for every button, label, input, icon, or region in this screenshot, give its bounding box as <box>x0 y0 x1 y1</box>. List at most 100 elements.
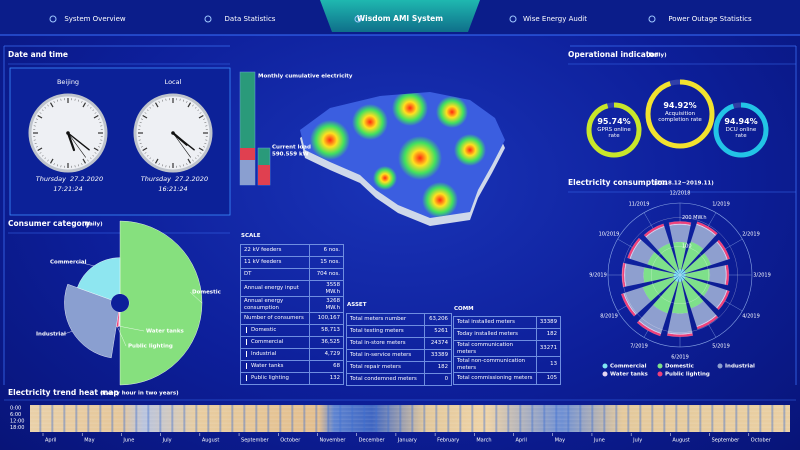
table-label: Total condemned meters <box>346 373 425 386</box>
clock-day: Thursday <box>141 175 171 183</box>
panel-title: Operational indicator <box>568 50 659 59</box>
table-row: DT 704 nos. <box>240 268 345 281</box>
data-table: Total installed meters 33389 Today install… <box>453 316 562 385</box>
pie-label: Domestic <box>192 290 221 296</box>
nav-tab[interactable]: System Overview <box>64 15 126 23</box>
clock-tick <box>78 164 80 167</box>
nav-icon <box>354 15 362 23</box>
polar-bar <box>623 286 652 315</box>
table-value: 105 <box>535 372 562 385</box>
clock-tick <box>93 147 99 152</box>
clock-tick <box>98 146 101 148</box>
polar-bar <box>666 333 694 338</box>
map-heat <box>300 92 505 218</box>
table-value: 68 <box>308 360 345 373</box>
polar-bar <box>690 300 717 327</box>
polar-bar <box>684 253 712 274</box>
clock-tick <box>44 106 47 109</box>
gauge-value: 95.74% <box>597 117 631 126</box>
polar-category: 2/2019 <box>742 232 760 238</box>
heat-blob <box>373 166 397 190</box>
clock-tick <box>34 121 37 123</box>
clock-date: 27.2.2020 <box>70 175 103 183</box>
polar-bar <box>716 289 728 309</box>
gauge-label: 95.74% GPRS online rate <box>593 117 635 140</box>
load-bar-seg <box>258 165 270 185</box>
clock-tick <box>89 157 92 160</box>
clock-tick <box>35 146 38 148</box>
clock-tick <box>158 163 160 166</box>
data-table: Total meters number 63,206 Total testing m… <box>346 313 453 386</box>
panel-title: Date and time <box>8 50 68 59</box>
gauge-arc <box>713 102 769 158</box>
gauge-name: Acquisition completion rate <box>658 110 702 124</box>
nav-tab[interactable]: Data Statistics <box>225 15 276 23</box>
table-label: Total communication meters <box>453 340 537 357</box>
table-value: 704 nos. <box>308 268 345 281</box>
clock-tick <box>37 114 43 119</box>
nav-tab[interactable]: Power Outage Statistics <box>668 15 752 23</box>
table-value: 4,729 <box>308 348 345 361</box>
clock-tick <box>139 143 142 145</box>
clock-tick <box>82 102 87 108</box>
polar-bar <box>681 279 704 309</box>
clock-time: 16:21:24 <box>158 185 187 193</box>
table-row: Total condemned meters 0 <box>346 373 453 386</box>
clock-tick <box>99 143 102 145</box>
clock-tick <box>94 112 97 114</box>
polar-tick-label: 200 MW.h <box>682 215 707 221</box>
polar-grid <box>622 217 738 333</box>
nav-tab[interactable]: Wisdom AMI System <box>357 14 443 23</box>
panel-title: Electricity trend heat map <box>8 388 119 397</box>
table-row: Industrial 4,729 <box>240 348 345 361</box>
clock-tick <box>81 100 83 103</box>
polar-bar <box>724 265 727 285</box>
table-value: 63,206 <box>423 313 453 326</box>
legend-swatch <box>657 363 663 369</box>
nav-tab[interactable]: Wise Energy Audit <box>523 15 587 23</box>
table-label: 22 kV feeders <box>240 244 310 257</box>
polar-category: 9/2019 <box>589 273 607 279</box>
clock-label: Local <box>165 78 182 86</box>
clock-tick <box>154 102 159 108</box>
heat-x-label: July <box>162 438 172 444</box>
table-row: Commercial 36,525 <box>240 336 345 349</box>
clock-tick <box>47 104 49 107</box>
polar-bar <box>725 264 730 286</box>
clock-day: Thursday <box>36 175 66 183</box>
clock-tick <box>197 109 200 112</box>
table-value: 24374 <box>423 337 453 350</box>
polar-bar <box>630 239 655 265</box>
clock-tick <box>198 147 204 152</box>
table-value: 33271 <box>535 340 562 357</box>
clock-pin <box>66 131 70 135</box>
polar-bar <box>716 241 728 260</box>
clock-tick <box>192 159 194 162</box>
clock-tick <box>158 100 160 103</box>
polar-category: 6/2019 <box>671 355 689 361</box>
heat-x-label: September <box>712 438 741 444</box>
clock-tick <box>41 109 44 112</box>
table-label: Number of consumers <box>240 312 310 325</box>
table-row: Total commissioning meters 105 <box>453 372 562 385</box>
clock-hand <box>172 132 195 151</box>
polar-bar <box>679 273 686 277</box>
gauge-value: 94.94% <box>724 117 758 126</box>
polar-bar <box>638 304 668 334</box>
table-title: SCALE <box>241 233 261 239</box>
heat-y-label: 18:00 <box>10 425 24 431</box>
clock-tick <box>142 147 148 152</box>
heat-blob <box>454 134 486 166</box>
clock-tick <box>149 106 152 109</box>
clock-tick <box>37 147 43 152</box>
clock-tick <box>81 163 83 166</box>
clock-tick <box>144 112 147 114</box>
table-value: 6 nos. <box>308 244 345 257</box>
clock-tick <box>203 118 206 120</box>
legend-label: Commercial <box>610 364 647 370</box>
clock-tick <box>53 100 55 103</box>
polar-bar <box>652 280 678 314</box>
table-value: 3558 MW.h <box>308 280 345 297</box>
polar-category: 12/2018 <box>670 191 691 197</box>
